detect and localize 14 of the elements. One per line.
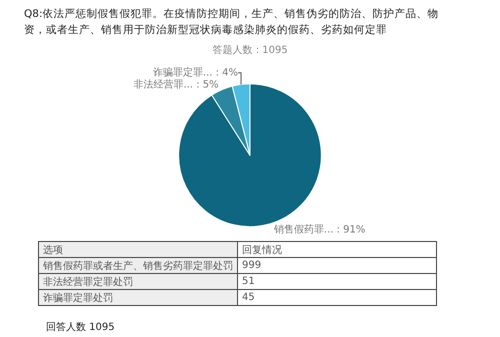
text: 回答人数 1095 xyxy=(46,321,115,334)
slice-label: 销售假药罪... : 91% xyxy=(272,223,366,236)
chart-subtitle: 答题人数：1095 xyxy=(212,44,288,56)
text: 45 xyxy=(238,290,436,306)
text: 非法经营罪定罪处罚 xyxy=(38,274,238,290)
text: 销售假药罪或者生产、销售劣药罪定罪处罚 xyxy=(38,258,238,274)
text: 999 xyxy=(238,258,436,274)
text: 回复情况 xyxy=(238,242,436,258)
chart-title: Q8:依法严惩制假售假犯罪。在疫情防控期间，生产、销售伪劣的防治、防护产品、物资，或者生产、销售用于防治新型冠状病毒感染肺炎的假药、劣药如何定罪 xyxy=(24,7,440,38)
text: 诈骗罪定罪处罚 xyxy=(38,290,238,306)
text: 选项 xyxy=(38,242,238,258)
text: 51 xyxy=(238,274,436,290)
slice-label: 非法经营罪... : 5% xyxy=(134,78,219,91)
slice-label: 诈骗罪定罪... : 4% xyxy=(152,66,238,79)
